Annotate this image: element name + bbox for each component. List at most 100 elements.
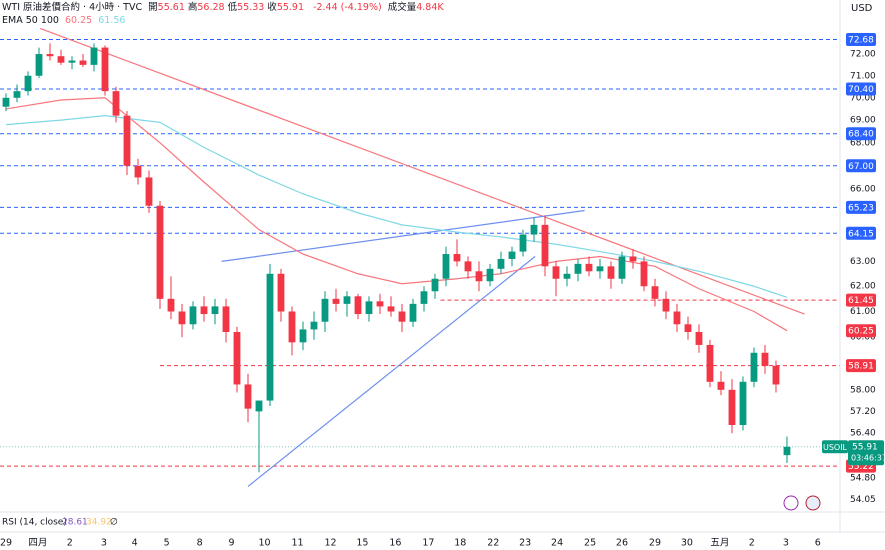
x-tick-label: 4 <box>132 538 138 549</box>
y-tick-label: 71.00 <box>850 71 876 81</box>
candle-body <box>266 273 274 401</box>
candle-body <box>365 301 373 315</box>
candle-body <box>585 263 593 272</box>
candle-body <box>519 234 527 252</box>
candle-body <box>442 254 450 279</box>
candle-body <box>2 97 10 107</box>
symbol-box <box>822 440 848 454</box>
candle-body <box>13 91 21 98</box>
level-label: 64.15 <box>848 229 874 239</box>
field-label: 低 <box>227 2 238 13</box>
level-label: 65.23 <box>848 203 874 213</box>
candle-body <box>640 261 648 287</box>
y-tick-label: 72.00 <box>850 50 876 60</box>
x-tick-label: 23 <box>519 538 531 549</box>
x-tick-label: 30 <box>681 538 693 549</box>
y-tick-label: 58.00 <box>850 385 876 395</box>
candle-body <box>255 400 263 412</box>
candle-body <box>508 251 516 259</box>
candle-body <box>321 298 329 322</box>
level-box <box>846 200 876 214</box>
candle-body <box>211 306 219 315</box>
level-label: 70.40 <box>848 85 874 95</box>
x-tick-label: 8 <box>197 538 203 549</box>
candle-body <box>662 298 670 312</box>
x-tick-label: 29 <box>649 538 661 549</box>
x-tick-label: 3 <box>783 538 789 549</box>
candle-body <box>145 177 153 206</box>
candle-body <box>354 296 362 315</box>
ema-box <box>846 324 876 338</box>
header: WTI 原油差價合約 · 4小時 · TVC 開55.61 高56.28 低55.3… <box>2 1 447 27</box>
x-tick-label: 五月 <box>710 538 729 549</box>
y-tick-label: 63.00 <box>850 257 876 267</box>
level-box <box>846 32 876 46</box>
rsi-label: RSI (14, close) <box>2 518 67 528</box>
y-tick-label: 62.00 <box>850 282 876 292</box>
ema-line <box>5 97 788 332</box>
candle-body <box>288 311 296 343</box>
candle-body <box>156 205 164 299</box>
x-tick-label: 22 <box>487 538 499 549</box>
symbol-title: WTI 原油差價合約 · 4小時 · TVC <box>2 2 143 13</box>
ohlc-fields: 開55.61 高56.28 低55.33 收55.91 <box>148 2 307 13</box>
candle-body <box>35 54 43 76</box>
level-label: 67.00 <box>848 162 874 172</box>
y-tick-label: 69.00 <box>850 116 876 126</box>
x-tick-label: 17 <box>422 538 434 549</box>
level-box <box>846 293 876 307</box>
level-label: 72.68 <box>848 35 874 45</box>
candle-body <box>398 311 406 322</box>
level-label: 55.22 <box>848 462 874 472</box>
level-box <box>846 359 876 373</box>
candle-body <box>464 261 472 272</box>
candle-body <box>486 268 494 282</box>
candle-body <box>167 298 175 312</box>
trend-line <box>247 256 536 487</box>
candle-body <box>24 75 32 92</box>
candle-body <box>629 256 637 262</box>
candle-body <box>134 165 142 178</box>
candle-body <box>299 329 307 343</box>
candle-body <box>717 381 725 390</box>
y-tick-label: 60.00 <box>850 333 876 343</box>
candle-body <box>475 271 483 282</box>
y-tick-label: 61.00 <box>850 307 876 317</box>
ema-line <box>5 115 788 298</box>
x-tick-label: 2 <box>67 538 73 549</box>
candle-body <box>673 311 681 325</box>
candle-body <box>112 91 120 116</box>
rsi-value: 28.61 <box>62 518 88 528</box>
candle-body <box>90 47 98 65</box>
candle-body <box>123 115 131 166</box>
candle-body <box>200 306 208 315</box>
x-tick-label: 11 <box>291 538 303 549</box>
field-value: 56.28 <box>197 2 225 13</box>
candle-body <box>233 331 241 385</box>
x-tick-label: 3 <box>101 538 107 549</box>
level-label: 68.40 <box>848 130 874 140</box>
candle-body <box>739 381 747 426</box>
rsi-extra: ∅ <box>110 518 118 528</box>
level-label: 61.45 <box>848 296 874 306</box>
x-tick-label: 9 <box>228 538 234 549</box>
ema-label: 60.25 <box>848 327 874 337</box>
volume-label: 成交量 <box>387 2 417 13</box>
candle-body <box>409 303 417 322</box>
candle-body <box>431 278 439 292</box>
x-tick-label: 29 <box>0 538 12 549</box>
candle-body <box>618 256 626 279</box>
countdown: 03:46:37 <box>851 453 885 462</box>
x-tick-label: 25 <box>584 538 596 549</box>
candle-body <box>277 273 285 312</box>
field-value: 55.33 <box>237 2 265 13</box>
candle-body <box>750 352 758 382</box>
y-tick-label: 56.40 <box>850 429 876 439</box>
candle-body <box>101 47 109 92</box>
candle-body <box>651 286 659 299</box>
candle-body <box>343 296 351 304</box>
candle-body <box>728 389 736 426</box>
candle-body <box>453 254 461 262</box>
candle-body <box>387 306 395 312</box>
